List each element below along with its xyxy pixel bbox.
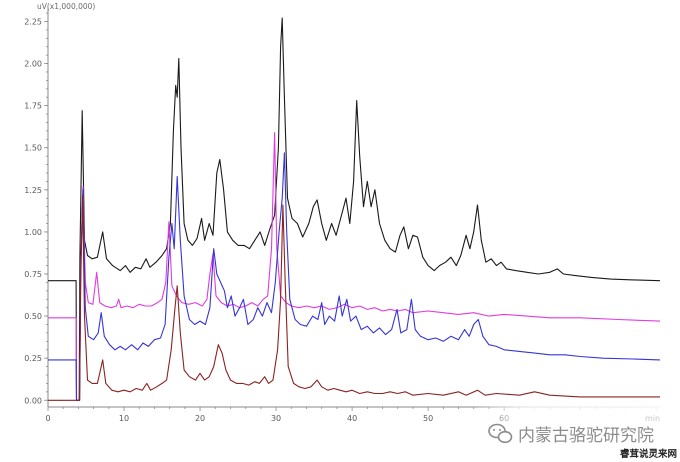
y-tick-label: 0.50 (24, 312, 42, 321)
x-tick-label: 50 (423, 414, 433, 423)
y-tick-label: 0.00 (24, 396, 42, 405)
chromatogram-trace-3 (48, 152, 661, 401)
y-tick-label: 2.25 (24, 17, 42, 26)
x-axis-unit-label: min (645, 414, 660, 423)
y-tick-label: 1.00 (24, 228, 42, 237)
y-tick-label: 2.00 (24, 60, 42, 69)
watermark-org-name: 内蒙古骆驼研究院 (518, 426, 654, 446)
watermark: 内蒙古骆驼研究院 睿茸说灵来网 (488, 423, 677, 460)
y-tick-label: 1.75 (24, 102, 42, 111)
y-axis-label: uV(x1,000,000) (37, 2, 95, 11)
x-tick-label: 30 (271, 414, 281, 423)
y-tick-label: 0.25 (24, 354, 42, 363)
x-tick-label: 0 (45, 414, 50, 423)
y-tick-label: 1.50 (24, 144, 42, 153)
y-axis-ticks: 0.00 0.25 0.50 0.75 1.00 1.25 1.50 1.75 2.00 2.25 (24, 12, 48, 405)
y-tick-label: 0.75 (24, 270, 42, 279)
chromatogram-trace-1 (48, 17, 661, 401)
chromatogram-trace-4 (48, 194, 660, 401)
wechat-icon (488, 423, 513, 444)
x-tick-label: 40 (347, 414, 357, 423)
chromatogram-traces (48, 17, 661, 401)
x-tick-label: 20 (195, 414, 205, 423)
watermark-site-name: 睿茸说灵来网 (619, 448, 677, 460)
y-tick-label: 1.25 (24, 186, 42, 195)
x-tick-label: 10 (119, 414, 129, 423)
